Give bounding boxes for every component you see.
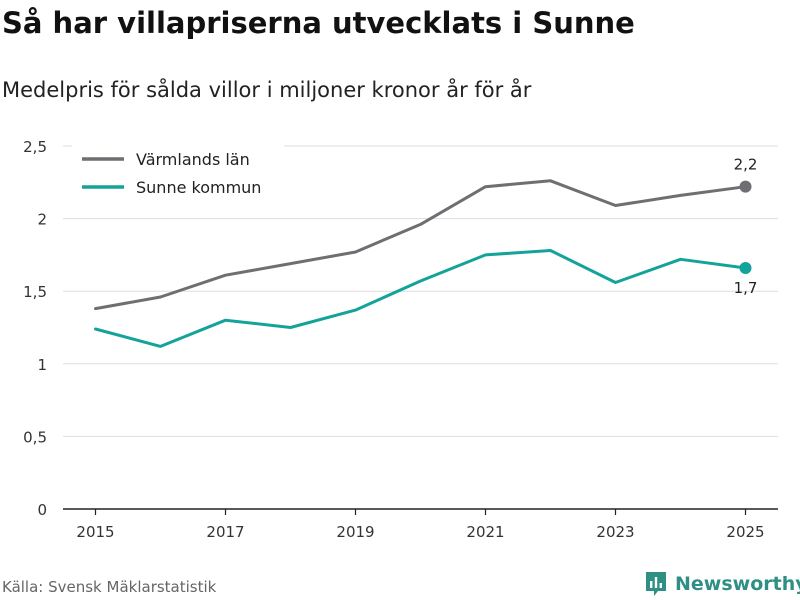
data-label-1: 1,7 — [734, 279, 758, 297]
x-tick-label: 2017 — [206, 523, 244, 541]
legend-label-1: Sunne kommun — [136, 178, 261, 197]
chart-title: Så har villapriserna utvecklats i Sunne — [2, 6, 635, 40]
series-line-0 — [94, 179, 747, 311]
y-tick-label: 0,5 — [23, 428, 47, 446]
legend-label-0: Värmlands län — [136, 150, 250, 169]
x-tick-label: 2021 — [466, 523, 504, 541]
legend-background — [72, 140, 284, 202]
newsworthy-logo[interactable]: Newsworthy — [645, 570, 800, 598]
data-label-0: 2,2 — [734, 156, 758, 174]
x-tick-label: 2019 — [336, 523, 374, 541]
y-tick-label: 1 — [37, 356, 47, 374]
y-tick-label: 0 — [37, 501, 47, 519]
chart-subtitle: Medelpris för sålda villor i miljoner kr… — [2, 78, 532, 102]
series-lines — [94, 179, 752, 348]
y-tick-label: 2,5 — [23, 138, 47, 156]
end-labels: 2,2 1,7 — [734, 156, 758, 297]
source-note: Källa: Svensk Mäklarstatistik — [2, 578, 217, 596]
newsworthy-logo-icon — [646, 572, 666, 596]
y-tick-label: 2 — [37, 211, 47, 229]
series-line-1 — [94, 249, 747, 348]
line-chart: 0 0,5 1 1,5 2 2,5 2015 2017 2019 2021 2023 2025 2,… — [23, 138, 778, 541]
x-tick-label: 2015 — [76, 523, 114, 541]
y-axis-ticks: 0 0,5 1 1,5 2 2,5 — [23, 138, 47, 519]
x-tick-label: 2025 — [726, 523, 764, 541]
x-axis: 2015 2017 2019 2021 2023 2025 — [63, 508, 778, 541]
x-tick-label: 2023 — [596, 523, 634, 541]
end-point-0 — [739, 180, 752, 193]
y-tick-label: 1,5 — [23, 283, 47, 301]
end-point-1 — [739, 261, 752, 274]
brand-name: Newsworthy — [675, 573, 800, 595]
legend: Värmlands län Sunne kommun — [72, 140, 284, 202]
